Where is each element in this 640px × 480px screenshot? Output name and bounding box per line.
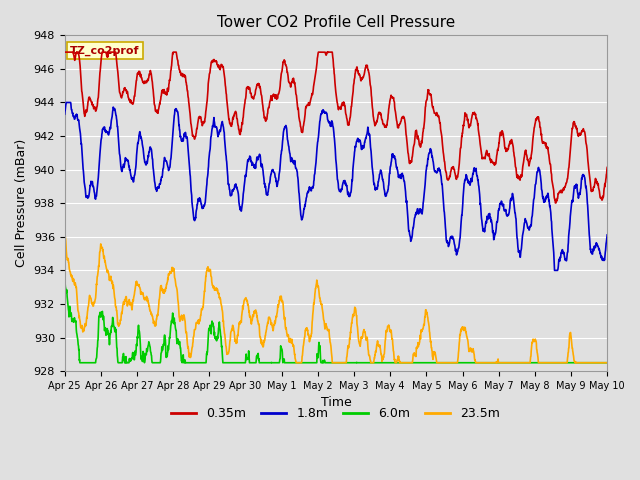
Legend: 0.35m, 1.8m, 6.0m, 23.5m: 0.35m, 1.8m, 6.0m, 23.5m: [166, 402, 506, 425]
Title: Tower CO2 Profile Cell Pressure: Tower CO2 Profile Cell Pressure: [217, 15, 455, 30]
X-axis label: Time: Time: [321, 396, 351, 409]
Text: TZ_co2prof: TZ_co2prof: [70, 46, 140, 56]
Y-axis label: Cell Pressure (mBar): Cell Pressure (mBar): [15, 139, 28, 267]
